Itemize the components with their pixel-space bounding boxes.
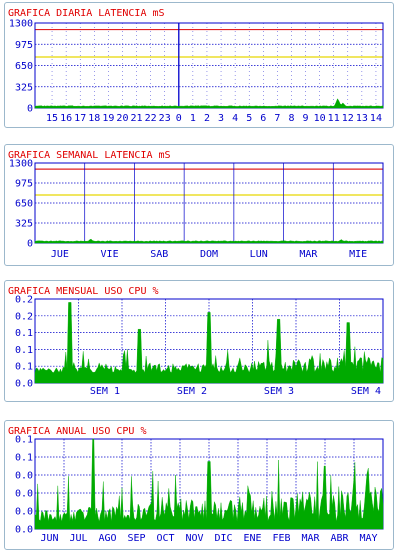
x-tick-label: SEM 4: [351, 386, 381, 397]
chart-title: GRAFICA MENSUAL USO CPU %: [8, 286, 159, 297]
chart-panel-daily-latency: GRAFICA DIARIA LATENCIA mS 1300 975 650 325 0…: [4, 2, 394, 128]
x-tick-label: VIE: [101, 249, 119, 260]
y-tick-label: 0.0: [15, 507, 33, 518]
x-tick-label: 4: [232, 113, 238, 124]
x-tick-label: JUE: [51, 249, 69, 260]
y-tick-label: 0.0: [15, 471, 33, 482]
y-tick-label: 0.0: [15, 525, 33, 536]
y-tick-label: 0.1: [15, 362, 33, 373]
y-tick-label: 0.1: [15, 328, 33, 339]
x-tick-label: SEM 1: [90, 386, 120, 397]
chart-title: GRAFICA DIARIA LATENCIA mS: [8, 8, 165, 19]
data-series-area: [34, 302, 384, 384]
x-tick-label: 12: [342, 113, 354, 124]
x-tick-label: DOM: [200, 249, 218, 260]
x-tick-label: SEM 2: [177, 386, 207, 397]
data-series-area: [34, 238, 384, 244]
x-tick-label: NOV: [185, 533, 203, 544]
x-tick-label: ABR: [330, 533, 349, 544]
y-tick-label: 975: [15, 40, 33, 51]
x-tick-label: 19: [102, 113, 114, 124]
x-tick-label: 18: [88, 113, 100, 124]
x-tick-label: FEB: [272, 533, 290, 544]
x-tick-label: OCT: [156, 533, 174, 544]
y-tick-label: 0.1: [15, 453, 33, 464]
chart-annual-cpu: GRAFICA ANUAL USO CPU %0.10.10.00.00.00.…: [8, 426, 384, 544]
x-tick-label: MIE: [349, 249, 367, 260]
x-tick-label: 9: [303, 113, 309, 124]
x-tick-label: 5: [246, 113, 252, 124]
x-tick-label: ENE: [243, 533, 261, 544]
y-tick-label: 0: [27, 239, 33, 250]
data-series-area: [34, 98, 384, 109]
x-tick-label: MAR: [299, 249, 318, 260]
y-tick-label: 1300: [9, 159, 33, 170]
x-tick-label: MAY: [359, 533, 377, 544]
x-tick-label: 0: [176, 113, 182, 124]
x-tick-label: 20: [116, 113, 128, 124]
x-tick-label: 7: [274, 113, 280, 124]
y-tick-label: 325: [15, 82, 33, 93]
x-tick-label: SAB: [150, 249, 168, 260]
chart-monthly-cpu: GRAFICA MENSUAL USO CPU %0.20.20.10.10.1…: [8, 286, 384, 397]
x-tick-label: 6: [260, 113, 266, 124]
x-tick-label: 22: [145, 113, 157, 124]
y-tick-label: 1300: [9, 19, 33, 30]
x-tick-label: 16: [60, 113, 72, 124]
y-tick-label: 325: [15, 219, 33, 230]
x-tick-label: 13: [356, 113, 368, 124]
x-tick-label: JUN: [40, 533, 58, 544]
x-tick-label: 2: [204, 113, 210, 124]
x-tick-label: JUL: [69, 533, 87, 544]
x-tick-label: SEM 3: [264, 386, 294, 397]
y-tick-label: 0.0: [15, 379, 33, 390]
chart-title: GRAFICA ANUAL USO CPU %: [8, 426, 146, 437]
y-tick-label: 0: [27, 104, 33, 115]
chart-panel-monthly-cpu: GRAFICA MENSUAL USO CPU % 0.2 0.2 0.1 0.1 0.1…: [4, 280, 394, 402]
x-tick-label: 3: [218, 113, 224, 124]
y-tick-label: 0.2: [15, 295, 33, 306]
x-tick-label: DIC: [214, 533, 232, 544]
y-tick-label: 0.2: [15, 311, 33, 322]
chart-panel-weekly-latency: GRAFICA SEMANAL LATENCIA mS 1300 975 650 325…: [4, 144, 394, 266]
chart-daily-latency: GRAFICA DIARIA LATENCIA mS13009756503250…: [8, 8, 384, 124]
x-tick-label: 21: [131, 113, 143, 124]
x-tick-label: 10: [314, 113, 326, 124]
x-tick-label: 17: [74, 113, 86, 124]
x-tick-label: 23: [159, 113, 171, 124]
x-tick-label: SEP: [127, 533, 145, 544]
y-tick-label: 975: [15, 179, 33, 190]
x-tick-label: 1: [190, 113, 196, 124]
y-tick-label: 650: [15, 199, 33, 210]
data-series-area: [34, 438, 384, 530]
y-tick-label: 0.0: [15, 489, 33, 500]
chart-title: GRAFICA SEMANAL LATENCIA mS: [8, 150, 171, 161]
x-tick-label: MAR: [301, 533, 320, 544]
x-tick-label: 14: [370, 113, 382, 124]
y-tick-label: 0.1: [15, 345, 33, 356]
y-tick-label: 0.1: [15, 435, 33, 446]
chart-panel-annual-cpu: GRAFICA ANUAL USO CPU % 0.1 0.1 0.0 0.0 0.0 0.…: [4, 420, 394, 550]
x-tick-label: LUN: [250, 249, 268, 260]
x-tick-label: 15: [46, 113, 58, 124]
x-tick-label: 11: [328, 113, 340, 124]
y-tick-label: 650: [15, 61, 33, 72]
x-tick-label: AGO: [98, 533, 116, 544]
x-tick-label: 8: [288, 113, 294, 124]
